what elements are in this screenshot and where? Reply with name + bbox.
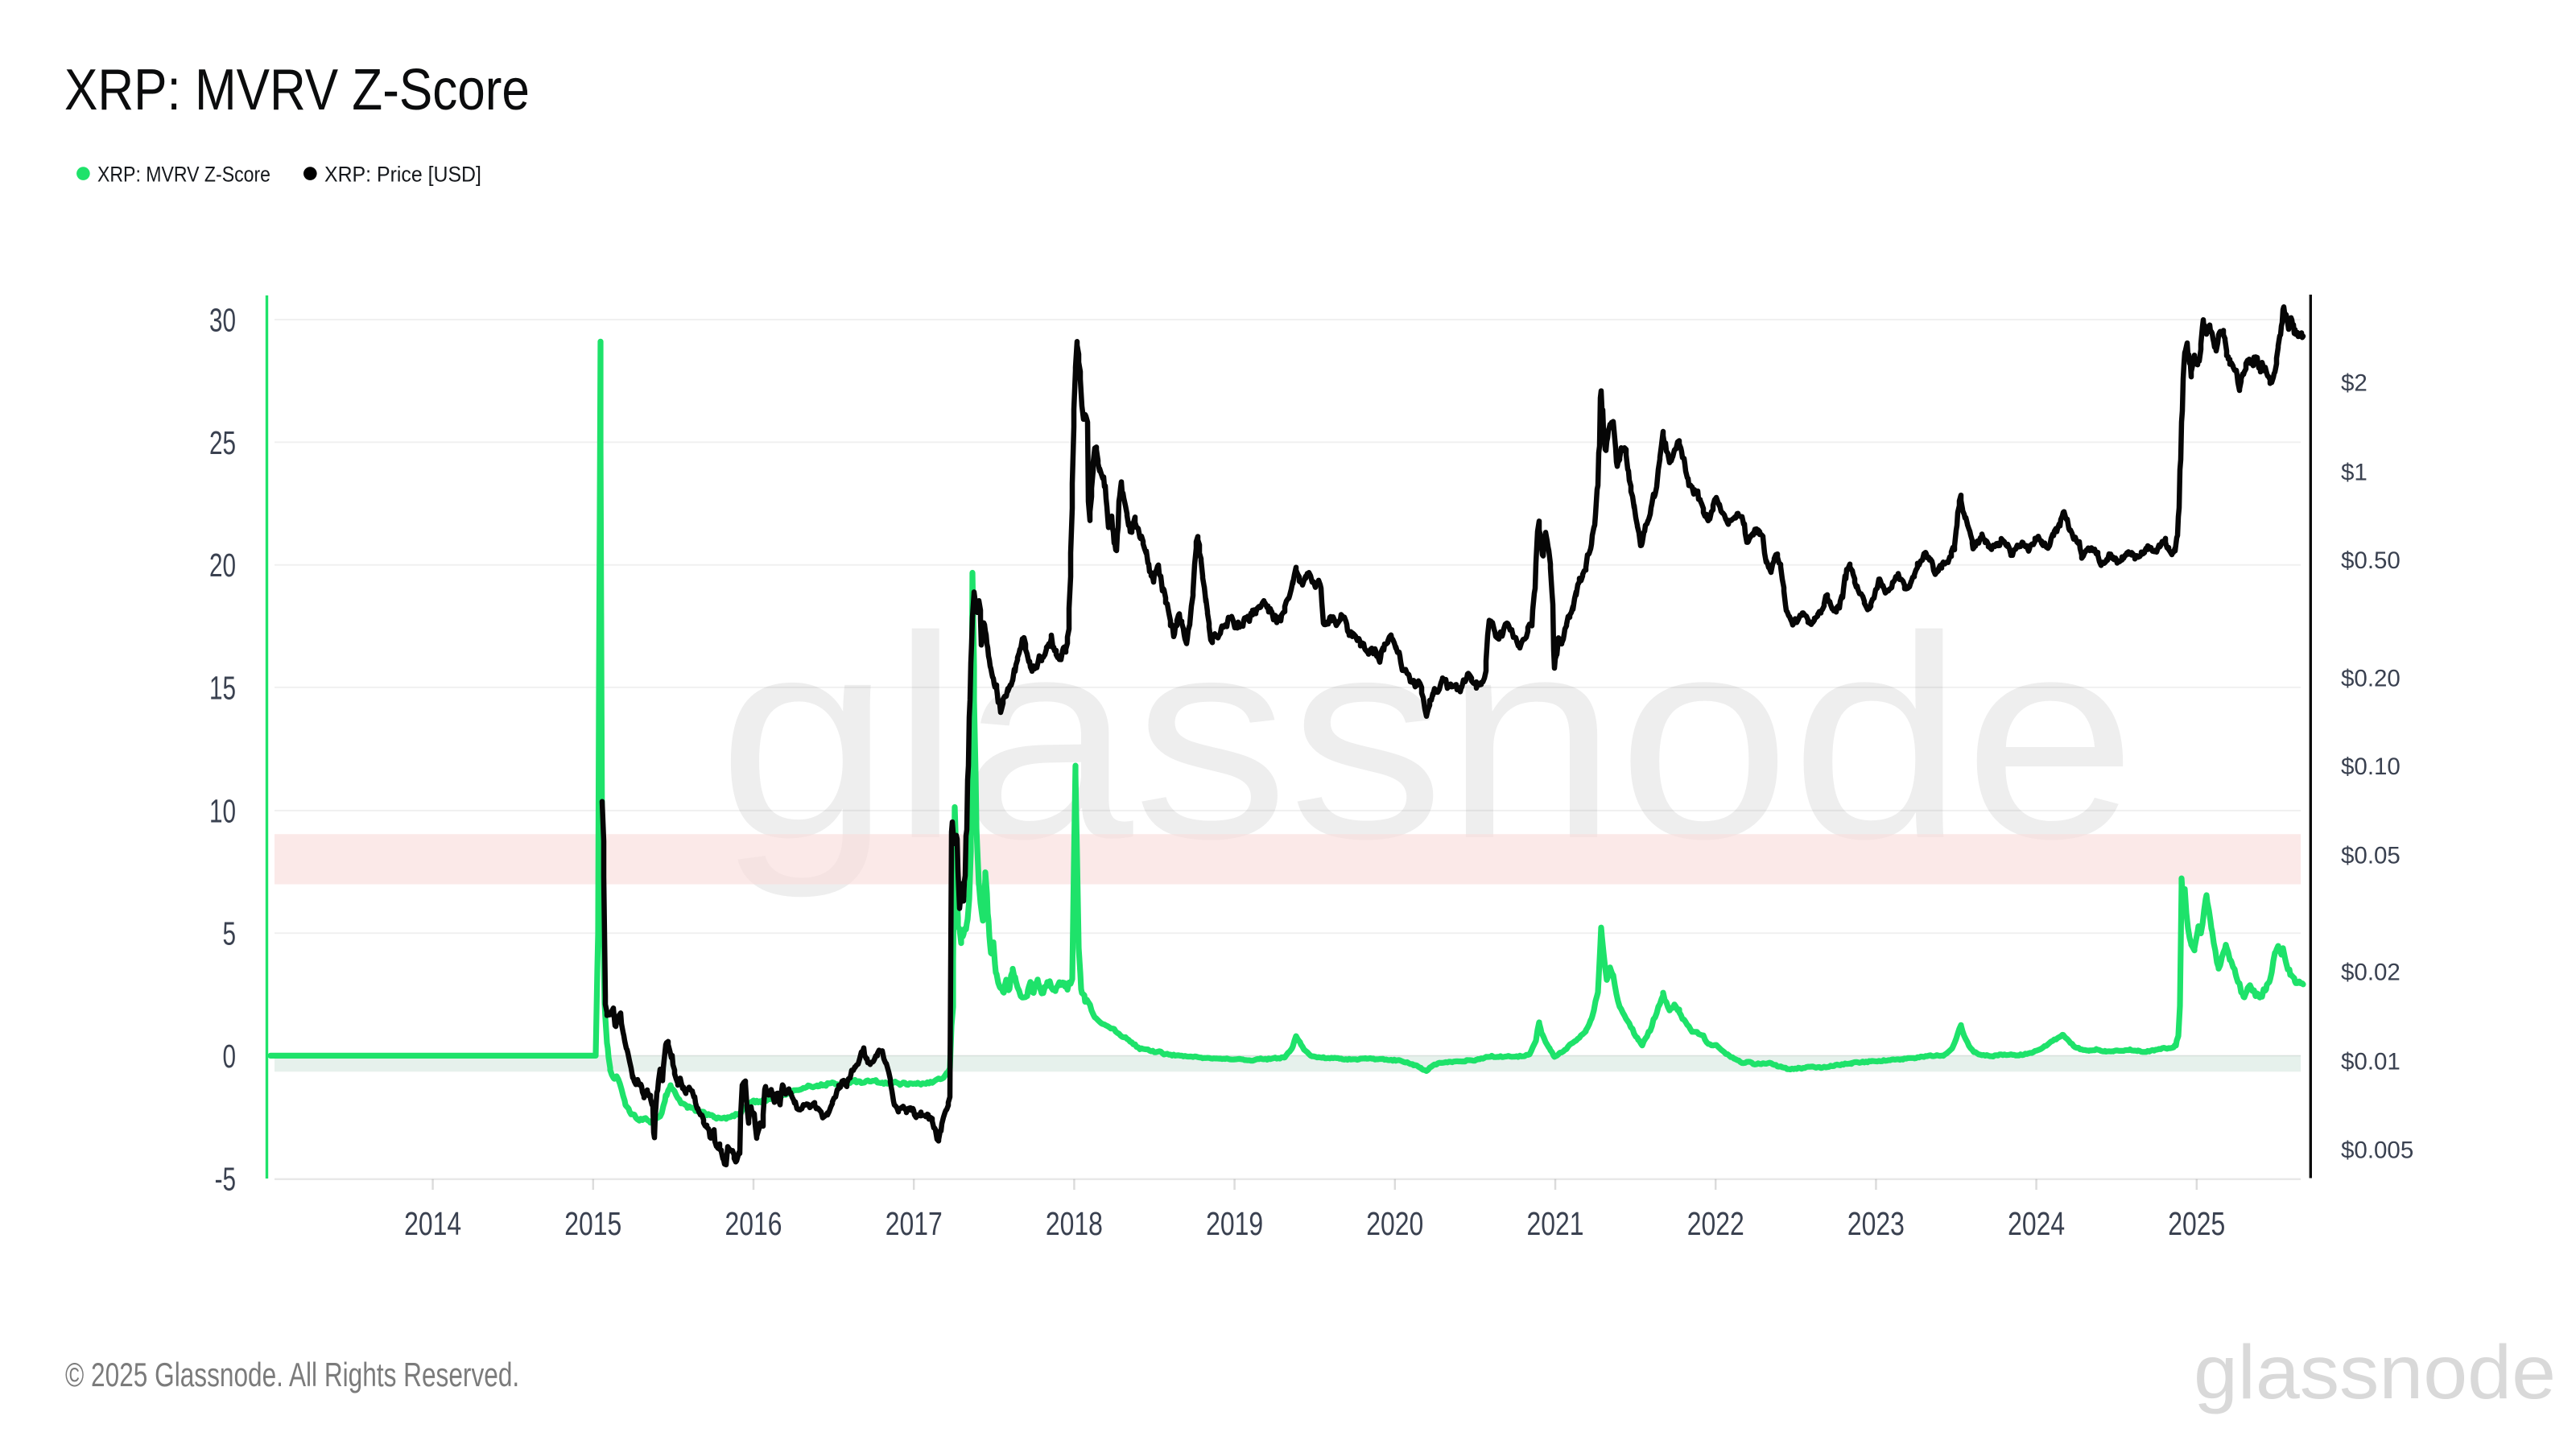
svg-text:2017: 2017 bbox=[886, 1205, 943, 1242]
svg-text:$0.50: $0.50 bbox=[2341, 547, 2401, 574]
svg-text:XRP: MVRV Z-Score: XRP: MVRV Z-Score bbox=[64, 58, 530, 122]
svg-text:2016: 2016 bbox=[724, 1205, 782, 1242]
svg-text:XRP: Price [USD]: XRP: Price [USD] bbox=[324, 162, 481, 187]
svg-text:10: 10 bbox=[209, 793, 236, 830]
svg-text:$2: $2 bbox=[2341, 369, 2368, 396]
svg-text:2018: 2018 bbox=[1046, 1205, 1103, 1242]
svg-text:$0.01: $0.01 bbox=[2341, 1049, 2401, 1075]
svg-text:$0.20: $0.20 bbox=[2341, 665, 2401, 691]
svg-text:-5: -5 bbox=[215, 1161, 236, 1198]
svg-text:2024: 2024 bbox=[2008, 1205, 2065, 1242]
svg-text:2023: 2023 bbox=[1847, 1205, 1905, 1242]
svg-text:2015: 2015 bbox=[564, 1205, 621, 1242]
svg-text:25: 25 bbox=[209, 424, 236, 461]
svg-text:2021: 2021 bbox=[1526, 1205, 1583, 1242]
svg-text:30: 30 bbox=[209, 302, 236, 339]
svg-text:0: 0 bbox=[222, 1038, 236, 1075]
svg-text:2014: 2014 bbox=[404, 1205, 461, 1242]
svg-text:2019: 2019 bbox=[1206, 1205, 1263, 1242]
svg-text:20: 20 bbox=[209, 547, 236, 584]
svg-text:2022: 2022 bbox=[1687, 1205, 1744, 1242]
svg-text:© 2025 Glassnode. All Rights R: © 2025 Glassnode. All Rights Reserved. bbox=[65, 1356, 519, 1393]
svg-text:XRP: MVRV Z-Score: XRP: MVRV Z-Score bbox=[97, 163, 270, 187]
svg-text:$0.02: $0.02 bbox=[2341, 960, 2401, 986]
svg-text:$1: $1 bbox=[2341, 460, 2368, 486]
svg-text:$0.005: $0.005 bbox=[2341, 1137, 2413, 1163]
svg-text:2025: 2025 bbox=[2168, 1205, 2225, 1242]
svg-text:$0.05: $0.05 bbox=[2341, 843, 2401, 869]
svg-text:$0.10: $0.10 bbox=[2341, 753, 2401, 780]
svg-text:5: 5 bbox=[222, 915, 236, 952]
svg-text:15: 15 bbox=[209, 670, 236, 707]
svg-text:glassnode: glassnode bbox=[2194, 1329, 2556, 1415]
svg-text:2020: 2020 bbox=[1366, 1205, 1423, 1242]
